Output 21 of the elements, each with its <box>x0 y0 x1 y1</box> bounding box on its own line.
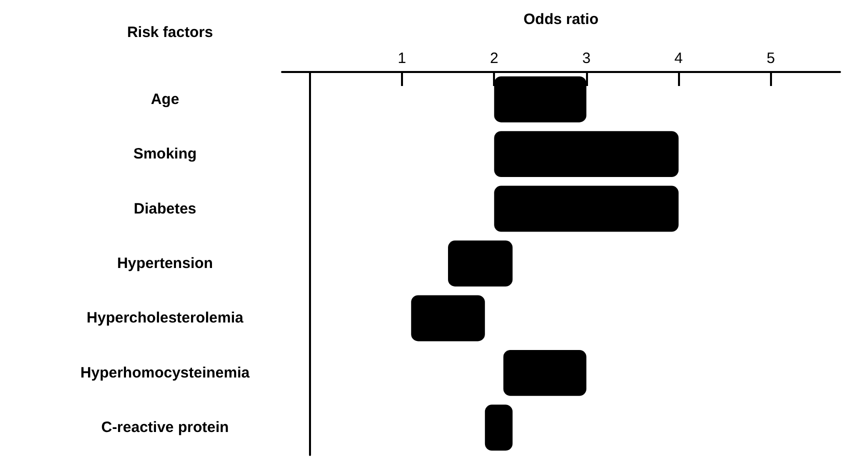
x-tick-label: 2 <box>490 50 498 67</box>
y-tick-label: Hypertension <box>117 255 213 272</box>
bar <box>484 404 513 451</box>
bar <box>494 186 679 232</box>
bar <box>494 76 586 122</box>
x-axis-title: Odds ratio <box>523 11 599 28</box>
x-tick-label: 4 <box>674 50 683 67</box>
bar <box>448 240 513 286</box>
x-tick-label: 1 <box>398 50 406 67</box>
y-axis-title: Risk factors <box>127 24 213 41</box>
bar <box>411 295 485 342</box>
y-tick-label: Smoking <box>133 146 197 163</box>
y-tick-label: Age <box>150 90 180 108</box>
x-tick-label: 5 <box>766 50 775 67</box>
y-tick-label: C-reactive protein <box>101 419 229 436</box>
bar <box>503 350 586 396</box>
y-tick-label: Hyperhomocysteinemia <box>80 364 250 382</box>
y-tick-label: Hypercholesterolemia <box>86 310 244 327</box>
y-tick-label: Diabetes <box>134 200 196 218</box>
x-tick-label: 3 <box>582 50 591 67</box>
bar <box>494 131 679 178</box>
